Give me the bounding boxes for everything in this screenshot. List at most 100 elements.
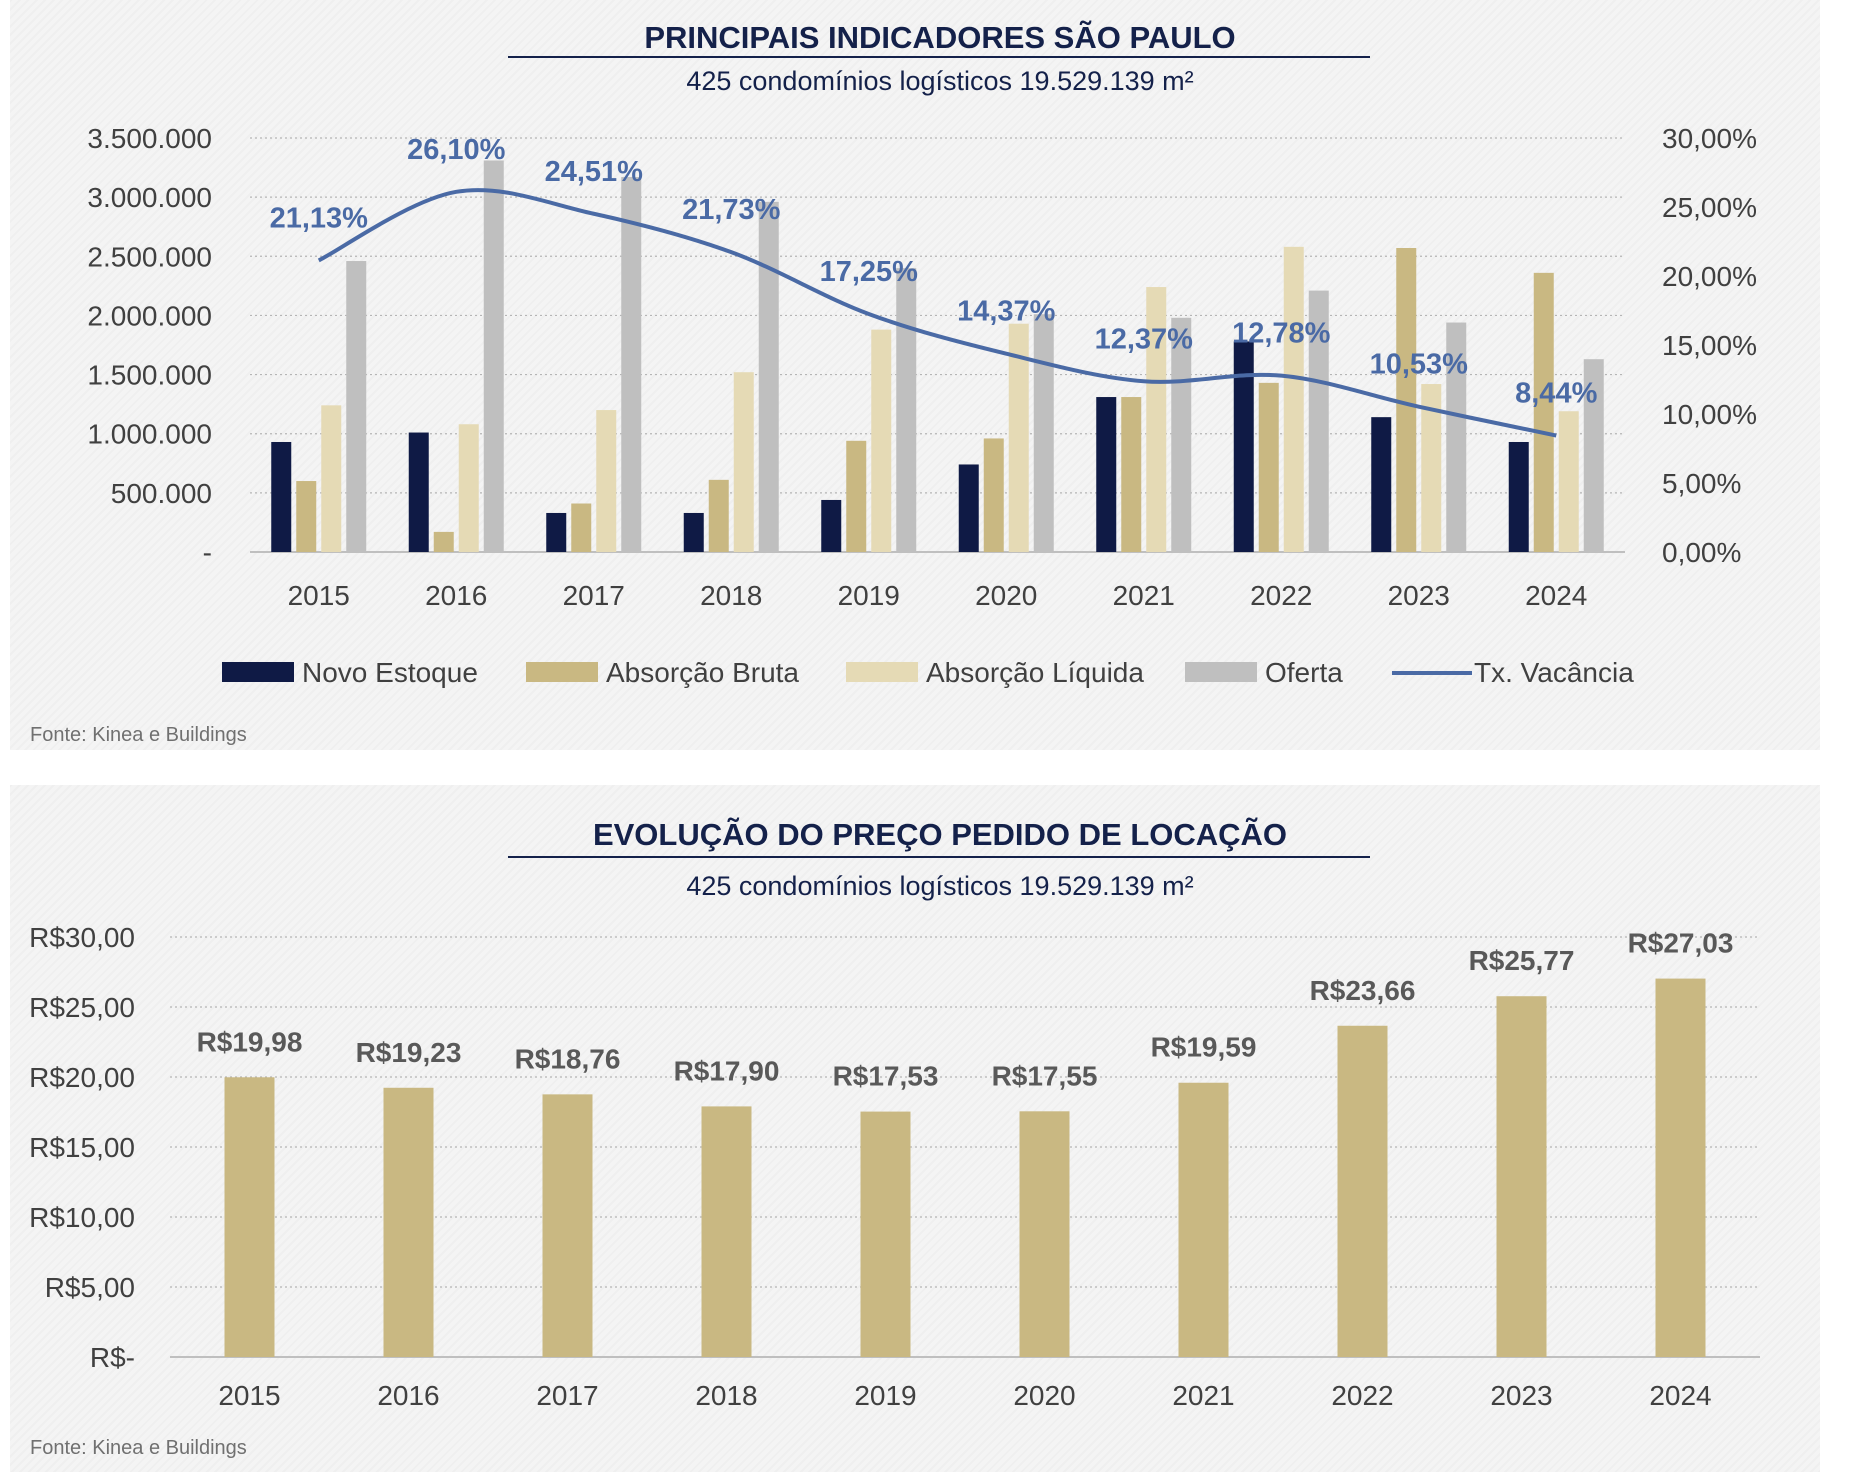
bar-absorção-líquida: [1283, 246, 1304, 552]
bar-absorção-bruta: [708, 479, 729, 552]
vacancy-rate-line: [317, 188, 1557, 438]
price-bar: [1496, 996, 1547, 1357]
bar-novo-estoque: [1096, 397, 1117, 552]
x-tick-label: 2021: [1113, 580, 1175, 611]
vacancy-data-label: 10,53%: [1370, 349, 1469, 381]
x-tick-label: 2020: [1013, 1380, 1075, 1411]
y-tick-label: 3.000.000: [87, 182, 212, 213]
bar-absorção-bruta: [296, 481, 317, 552]
y-tick-label: R$20,00: [29, 1062, 135, 1093]
bar-novo-estoque: [1508, 441, 1529, 552]
y-tick-label: R$25,00: [29, 992, 135, 1023]
x-tick-label: 2022: [1331, 1380, 1393, 1411]
y-tick-label: 500.000: [111, 478, 212, 509]
vacancy-data-label: 12,78%: [1232, 318, 1331, 350]
price-bar: [383, 1087, 434, 1357]
price-bar: [860, 1111, 911, 1357]
bar-absorção-bruta: [1121, 397, 1142, 552]
chart1-bars: [271, 160, 1604, 553]
bar-absorção-bruta: [983, 438, 1004, 552]
price-data-label: R$18,76: [515, 1043, 621, 1074]
chart2-data-labels: R$19,98 R$19,23 R$18,76 R$17,90 R$17,53 R$17,…: [197, 928, 1734, 1092]
y2-tick-label: 25,00%: [1662, 192, 1757, 223]
vacancy-data-label: 21,73%: [682, 194, 781, 226]
chart2-title: EVOLUÇÃO DO PREÇO PEDIDO DE LOCAÇÃO: [593, 817, 1287, 852]
price-data-label: R$27,03: [1628, 928, 1734, 959]
bar-absorção-bruta: [1258, 382, 1279, 552]
legend-swatch: [846, 662, 918, 682]
bar-oferta: [1583, 359, 1604, 552]
bar-absorção-líquida: [733, 372, 754, 552]
bar-absorção-bruta: [433, 531, 454, 552]
y-tick-label: 1.000.000: [87, 419, 212, 450]
vacancy-rate-labels: 21,13% 26,10% 24,51% 21,73% 17,25% 14,37% 12,3…: [270, 134, 1598, 410]
chart2-source: Fonte: Kinea e Buildings: [30, 1437, 247, 1459]
x-tick-label: 2021: [1172, 1380, 1234, 1411]
chart1-title: PRINCIPAIS INDICADORES SÃO PAULO: [644, 20, 1235, 55]
y-tick-label: 1.500.000: [87, 360, 212, 391]
chart2-y-axis: R$- R$5,00 R$10,00 R$15,00 R$20,00 R$25,00 R$3…: [29, 922, 135, 1373]
bar-absorção-bruta: [571, 503, 592, 552]
bar-novo-estoque: [821, 499, 842, 552]
x-tick-label: 2023: [1388, 580, 1450, 611]
y2-tick-label: 15,00%: [1662, 330, 1757, 361]
x-tick-label: 2022: [1250, 580, 1312, 611]
bar-oferta: [483, 160, 504, 552]
y-tick-label: R$15,00: [29, 1132, 135, 1163]
price-data-label: R$25,77: [1469, 945, 1575, 976]
bar-oferta: [1033, 314, 1054, 552]
bar-oferta: [896, 268, 917, 552]
vacancy-data-label: 12,37%: [1095, 323, 1194, 355]
legend-label: Tx. Vacância: [1474, 657, 1634, 688]
chart2-gridlines: [170, 936, 1760, 1358]
bar-absorção-líquida: [871, 329, 892, 552]
vacancy-data-label: 8,44%: [1515, 378, 1597, 410]
x-tick-label: 2024: [1525, 580, 1587, 611]
bar-absorção-bruta: [846, 440, 867, 552]
y-tick-label: R$5,00: [45, 1272, 135, 1303]
indicators-chart: PRINCIPAIS INDICADORES SÃO PAULO 425 con…: [30, 20, 1757, 746]
y2-tick-label: 0,00%: [1662, 537, 1741, 568]
vacancy-data-label: 24,51%: [545, 156, 644, 188]
bar-absorção-líquida: [1146, 287, 1167, 552]
y2-tick-label: 5,00%: [1662, 468, 1741, 499]
chart1-x-axis: 2015 2016 2017 2018 2019 2020 2021 2022 2023 2024: [288, 580, 1588, 611]
chart1-legend: Novo Estoque Absorção Bruta Absorção Líqui…: [222, 657, 1634, 688]
y-tick-label: 2.000.000: [87, 300, 212, 331]
price-bar: [224, 1077, 275, 1357]
bar-oferta: [1171, 317, 1192, 552]
y2-tick-label: 10,00%: [1662, 399, 1757, 430]
x-tick-label: 2016: [425, 580, 487, 611]
price-data-label: R$19,23: [356, 1037, 462, 1068]
chart2-x-axis: 2015 2016 2017 2018 2019 2020 2021 2022 2023 2024: [218, 1380, 1711, 1411]
bar-absorção-líquida: [458, 424, 479, 552]
y2-tick-label: 20,00%: [1662, 261, 1757, 292]
bar-oferta: [758, 201, 779, 553]
y-tick-label: R$30,00: [29, 922, 135, 953]
bar-novo-estoque: [271, 441, 292, 552]
y-tick-label: -: [203, 537, 212, 568]
price-bar: [1655, 978, 1706, 1357]
chart2-bars: [224, 978, 1706, 1357]
y-tick-label: 3.500.000: [87, 123, 212, 154]
bar-absorção-líquida: [321, 405, 342, 552]
bar-oferta: [1446, 322, 1467, 552]
bar-oferta: [1308, 290, 1329, 552]
bar-absorção-líquida: [1558, 411, 1579, 552]
bar-novo-estoque: [1371, 417, 1392, 552]
y2-tick-label: 30,00%: [1662, 123, 1757, 154]
vacancy-data-label: 26,10%: [407, 134, 506, 166]
bar-oferta: [346, 261, 367, 552]
y-tick-label: R$10,00: [29, 1202, 135, 1233]
x-tick-label: 2018: [700, 580, 762, 611]
price-data-label: R$17,53: [833, 1061, 939, 1092]
bar-absorção-líquida: [596, 410, 617, 552]
vacancy-data-label: 14,37%: [957, 296, 1056, 328]
bar-absorção-líquida: [1008, 323, 1029, 552]
bar-oferta: [621, 177, 642, 552]
chart1-subtitle: 425 condomínios logísticos 19.529.139 m²: [686, 66, 1193, 96]
price-data-label: R$17,90: [674, 1055, 780, 1086]
x-tick-label: 2020: [975, 580, 1037, 611]
x-tick-label: 2015: [218, 1380, 280, 1411]
bar-novo-estoque: [1233, 341, 1254, 552]
